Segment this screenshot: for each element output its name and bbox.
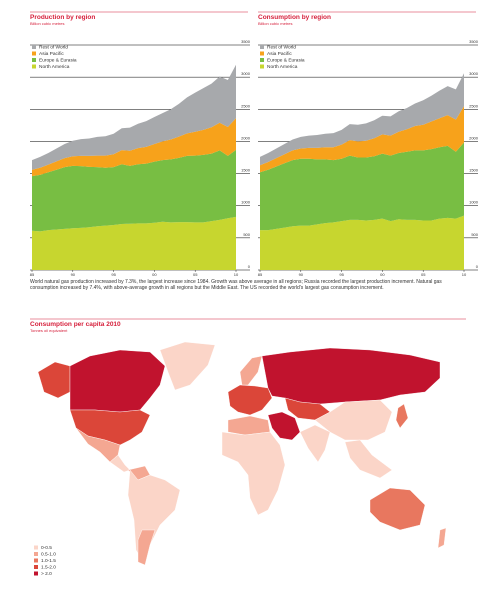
legend-swatch [260,51,264,56]
x-tick-label: 85 [30,272,35,277]
y-tick-label: 1000 [469,200,479,205]
y-tick-label: 2000 [469,135,479,140]
canada [69,349,166,413]
india [299,424,331,463]
scandinavia [239,355,263,386]
x-tick-label: 10 [234,272,239,277]
greenland [159,341,216,391]
legend-label: 1.0-1.5 [41,558,56,564]
southeast-asia [344,439,393,479]
y-tick-label: 2500 [469,103,479,108]
y-tick-label: 1500 [241,168,251,173]
y-tick-label: 2000 [241,135,251,140]
chart-subtitle: Billion cubic metres [30,21,64,26]
usa [69,409,151,446]
y-tick-label: 1500 [469,168,479,173]
y-tick-label: 3000 [241,71,251,76]
body-text-box: World natural gas production increased b… [30,279,442,292]
plot [32,64,236,270]
x-tick-label: 95 [111,272,116,277]
legend-label: Rest of World [267,45,296,51]
legend-swatch [260,64,264,69]
legend-swatch [34,552,38,556]
x-tick-label: 90 [71,272,76,277]
australia [369,487,426,531]
x-tick-label: 00 [152,272,157,277]
legend-swatch [32,64,36,69]
legend-label: 1.5-2.0 [41,565,56,571]
x-tick-label: 00 [380,272,385,277]
x-tick-label: 10 [462,272,467,277]
legend-swatch [34,571,38,576]
middle-east [267,411,301,441]
alaska [37,361,71,399]
y-tick-label: 1000 [241,200,251,205]
legend-swatch [34,558,38,563]
y-tick-label: 3000 [469,71,479,76]
argentina [137,529,156,566]
legend-label: North America [39,64,70,70]
legend-label: Asia Pacific [39,51,64,57]
area [260,73,464,166]
x-tick-label: 85 [258,272,263,277]
area [260,142,464,231]
legend-swatch [260,58,264,62]
y-tick-label: 500 [243,232,250,237]
legend-swatch [260,45,264,49]
europe [227,384,273,416]
map-title: Consumption per capita 2010 [30,321,121,328]
japan [395,403,409,429]
area [32,64,236,170]
plot [260,73,464,270]
new-zealand [437,527,447,549]
area [32,216,236,270]
chart-subtitle: Billion cubic metres [258,21,292,26]
legend-swatch [34,565,38,569]
legend-label: Rest of World [39,45,68,51]
x-tick-label: 90 [299,272,304,277]
legend-label: Asia Pacific [267,51,292,57]
central-america [109,454,131,473]
north-africa [227,415,271,436]
x-tick-label: 05 [421,272,426,277]
legend-label: Europe & Eurasia [39,58,77,64]
legend-label: Europe & Eurasia [267,58,305,64]
y-tick-label: 2500 [241,103,251,108]
legend-swatch [32,51,36,56]
y-tick-label: 500 [471,232,478,237]
y-tick-label: 0 [248,264,251,269]
y-tick-label: 3500 [469,39,479,44]
map-subtitle: Tonnes oil equivalent [30,328,68,333]
body-text: World natural gas production increased b… [30,279,442,292]
china [314,399,393,441]
russia [261,347,441,405]
legend-label: > 2.0 [41,571,52,577]
legend-swatch [32,58,36,62]
area [260,215,464,270]
y-tick-label: 3500 [241,39,251,44]
africa [221,431,286,516]
area [32,149,236,232]
world-map [37,341,447,566]
legend-swatch [32,45,36,49]
x-tick-label: 05 [193,272,198,277]
legend-label: 0-0.5 [41,545,52,551]
legend-label: North America [267,64,298,70]
area [260,106,464,173]
area [32,118,236,177]
south-america [127,469,181,561]
legend-swatch [34,545,38,550]
chart-title: Consumption by region [258,14,331,21]
chart-title: Production by region [30,14,95,21]
legend-label: 0.5-1.0 [41,552,56,558]
x-tick-label: 95 [339,272,344,277]
y-tick-label: 0 [476,264,479,269]
